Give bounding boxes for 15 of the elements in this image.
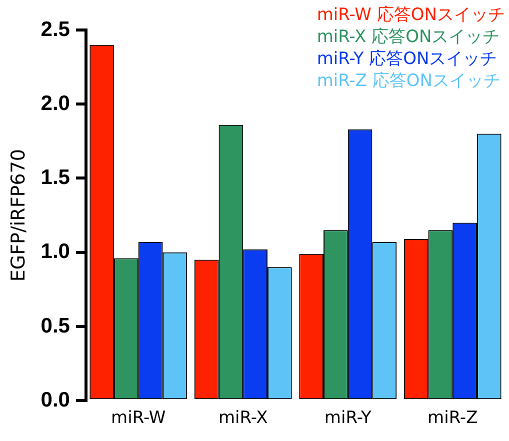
y-tick-label: 0.5 <box>40 314 70 338</box>
y-tick-label: 2.0 <box>40 92 70 115</box>
x-tick-label: miR-Z <box>428 408 478 428</box>
x-tick-label: miR-X <box>218 408 268 428</box>
y-tick-label: 2.5 <box>40 18 70 41</box>
y-tick-label: 0.0 <box>40 388 70 412</box>
text: miR-Z 応答ONスイッチ <box>316 70 502 92</box>
y-axis-title: EGFP/iRFP670 <box>7 148 30 282</box>
x-tick-label: miR-Y <box>324 408 372 428</box>
text: miR-X 応答ONスイッチ <box>316 26 501 48</box>
y-tick-label: 1.5 <box>40 166 70 190</box>
y-tick-label: 1.0 <box>40 240 70 264</box>
text: miR-Y 応答ONスイッチ <box>316 48 498 70</box>
text: miR-W 応答ONスイッチ <box>316 4 505 26</box>
x-tick-label: miR-W <box>111 408 166 428</box>
